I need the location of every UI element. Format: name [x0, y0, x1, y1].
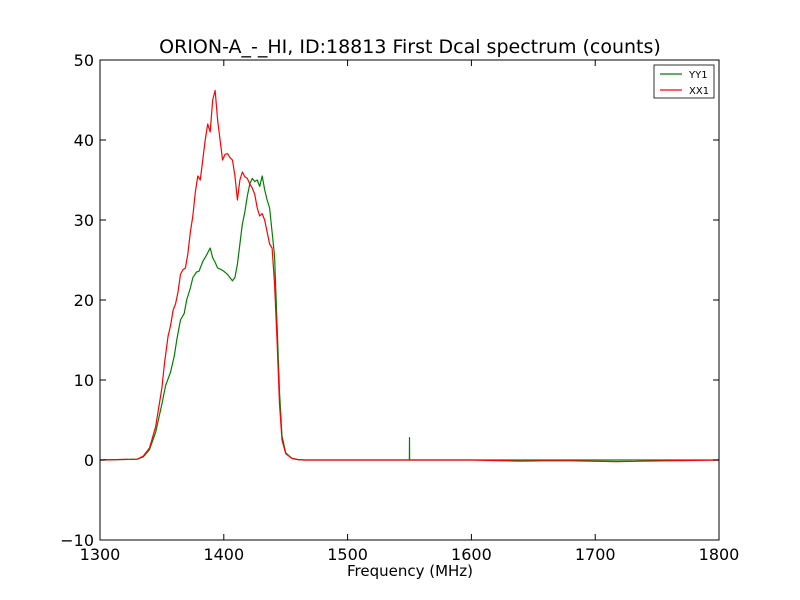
y-tick-label: −10 — [60, 531, 94, 550]
x-tick-label: 1400 — [203, 545, 244, 564]
y-tick-label: 30 — [74, 211, 94, 230]
legend-label-xx1: XX1 — [689, 86, 709, 97]
chart-legend: YY1 XX1 — [653, 64, 715, 99]
series-group — [100, 89, 719, 463]
x-tick-label: 1600 — [451, 545, 492, 564]
y-tick-label: 20 — [74, 291, 94, 310]
x-tick-label: 1300 — [80, 545, 121, 564]
x-tick-label: 1800 — [699, 545, 740, 564]
x-axis-label: Frequency (MHz) — [347, 562, 473, 580]
axis-ticks: 1300 1400 1500 1600 1700 1800 −10 0 10 20 30 40 50 — [60, 51, 739, 564]
plot-area — [99, 59, 720, 541]
y-tick-label: 40 — [74, 131, 94, 150]
y-tick-label: 10 — [74, 371, 94, 390]
x-tick-label: 1500 — [327, 545, 368, 564]
legend-label-yy1: YY1 — [688, 70, 708, 81]
y-tick-label: 50 — [74, 51, 94, 70]
y-tick-label: 0 — [84, 451, 94, 470]
x-tick-label: 1700 — [575, 545, 616, 564]
chart-title: ORION-A_-_HI, ID:18813 First Dcal spectr… — [159, 36, 661, 58]
legend-box — [653, 64, 715, 99]
series-line-xx1 — [100, 89, 719, 463]
axes-background — [100, 60, 719, 540]
